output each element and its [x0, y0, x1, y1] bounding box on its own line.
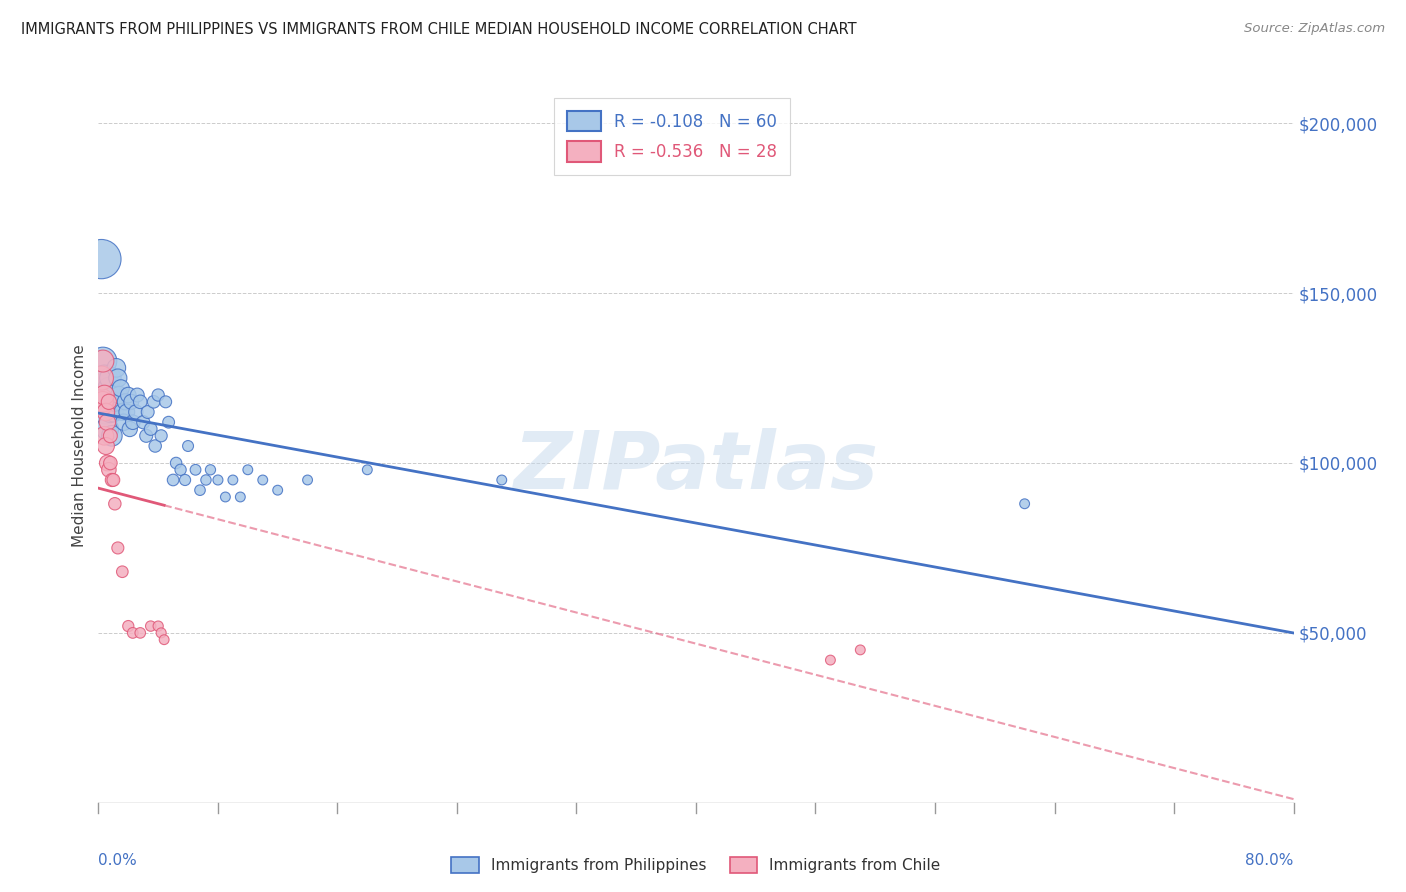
- Point: [96, 394, 118, 409]
- Point: [103, 388, 125, 402]
- Point: [200, 463, 222, 477]
- Point: [94, 405, 117, 419]
- Point: [129, 626, 152, 640]
- Point: [177, 439, 200, 453]
- Text: ZIPatlas: ZIPatlas: [513, 428, 879, 507]
- Point: [184, 463, 207, 477]
- Point: [162, 473, 184, 487]
- Point: [103, 405, 125, 419]
- Point: [169, 463, 191, 477]
- Legend: Immigrants from Philippines, Immigrants from Chile: Immigrants from Philippines, Immigrants …: [444, 849, 948, 880]
- Point: [157, 415, 180, 429]
- Point: [101, 473, 124, 487]
- Point: [90, 252, 112, 266]
- Point: [97, 463, 120, 477]
- Point: [125, 405, 148, 419]
- Point: [229, 490, 252, 504]
- Point: [110, 381, 132, 395]
- Point: [97, 394, 120, 409]
- Point: [98, 429, 122, 443]
- Point: [105, 360, 128, 375]
- Point: [139, 619, 162, 633]
- Point: [148, 619, 170, 633]
- Text: IMMIGRANTS FROM PHILIPPINES VS IMMIGRANTS FROM CHILE MEDIAN HOUSEHOLD INCOME COR: IMMIGRANTS FROM PHILIPPINES VS IMMIGRANT…: [21, 22, 856, 37]
- Point: [108, 394, 131, 409]
- Point: [107, 371, 129, 385]
- Point: [91, 354, 114, 368]
- Point: [94, 439, 117, 453]
- Point: [135, 429, 157, 443]
- Point: [155, 394, 177, 409]
- Point: [267, 483, 290, 498]
- Point: [107, 541, 129, 555]
- Point: [96, 456, 118, 470]
- Point: [103, 473, 125, 487]
- Y-axis label: Median Household Income: Median Household Income: [72, 344, 87, 548]
- Point: [98, 371, 122, 385]
- Point: [1014, 497, 1036, 511]
- Point: [214, 490, 236, 504]
- Point: [96, 422, 118, 436]
- Point: [121, 415, 143, 429]
- Point: [96, 415, 118, 429]
- Point: [91, 394, 114, 409]
- Point: [94, 405, 117, 419]
- Point: [114, 394, 136, 409]
- Point: [101, 429, 124, 443]
- Point: [491, 473, 513, 487]
- Point: [104, 394, 127, 409]
- Text: 0.0%: 0.0%: [98, 853, 138, 868]
- Point: [127, 388, 149, 402]
- Point: [820, 653, 842, 667]
- Point: [94, 388, 117, 402]
- Text: Source: ZipAtlas.com: Source: ZipAtlas.com: [1244, 22, 1385, 36]
- Point: [89, 394, 111, 409]
- Point: [129, 394, 152, 409]
- Point: [98, 456, 122, 470]
- Point: [174, 473, 197, 487]
- Point: [93, 388, 115, 402]
- Point: [121, 626, 143, 640]
- Point: [148, 388, 170, 402]
- Point: [297, 473, 319, 487]
- Point: [91, 354, 114, 368]
- Point: [188, 483, 211, 498]
- Point: [356, 463, 378, 477]
- Point: [165, 456, 187, 470]
- Point: [93, 429, 115, 443]
- Point: [136, 405, 159, 419]
- Point: [108, 388, 131, 402]
- Point: [117, 619, 139, 633]
- Point: [97, 381, 120, 395]
- Point: [90, 371, 112, 385]
- Point: [195, 473, 218, 487]
- Point: [236, 463, 259, 477]
- Point: [139, 422, 162, 436]
- Point: [132, 415, 155, 429]
- Point: [120, 394, 142, 409]
- Point: [252, 473, 274, 487]
- Point: [207, 473, 229, 487]
- Point: [115, 405, 138, 419]
- Text: 80.0%: 80.0%: [1246, 853, 1294, 868]
- Point: [111, 565, 134, 579]
- Point: [150, 429, 173, 443]
- Point: [153, 632, 176, 647]
- Point: [849, 643, 872, 657]
- Point: [118, 422, 141, 436]
- Point: [117, 388, 139, 402]
- Point: [143, 439, 166, 453]
- Point: [98, 405, 122, 419]
- Point: [111, 405, 134, 419]
- Point: [150, 626, 173, 640]
- Point: [222, 473, 245, 487]
- Point: [112, 415, 135, 429]
- Point: [104, 497, 127, 511]
- Point: [93, 371, 115, 385]
- Point: [142, 394, 165, 409]
